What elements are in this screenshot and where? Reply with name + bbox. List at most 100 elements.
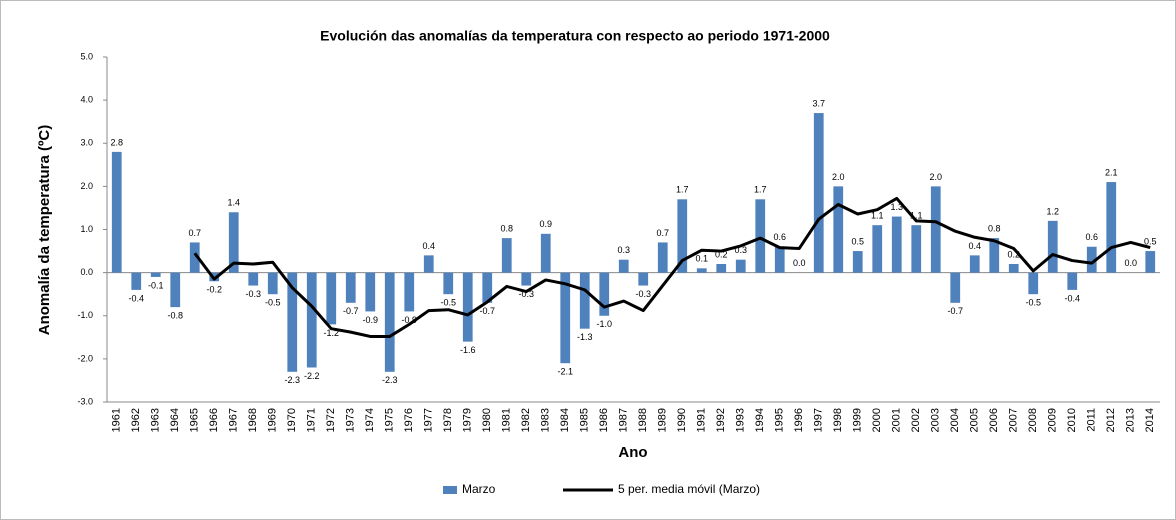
data-label: -2.1 (557, 367, 573, 377)
x-tick-label: 1984 (559, 408, 571, 432)
x-tick-label: 1996 (793, 408, 805, 432)
x-tick-label: 1962 (130, 408, 142, 432)
bar (755, 199, 766, 273)
y-tick-label: 5.0 (80, 51, 93, 61)
x-tick-label: 1974 (364, 408, 376, 432)
bar (501, 238, 512, 273)
x-tick-label: 2006 (988, 408, 1000, 432)
bar (1145, 251, 1156, 273)
data-label: -0.9 (401, 315, 417, 325)
data-label: 1.7 (754, 185, 767, 195)
x-tick-label: 1997 (813, 408, 825, 432)
x-tick-label: 2002 (910, 408, 922, 432)
bar (404, 272, 415, 312)
x-tick-label: 1999 (852, 408, 864, 432)
legend-swatch (443, 486, 457, 494)
bar (969, 255, 980, 273)
x-tick-label: 1994 (754, 408, 766, 432)
data-label: -0.5 (440, 298, 456, 308)
bar (1028, 272, 1039, 295)
x-tick-label: 1978 (442, 408, 454, 432)
x-tick-label: 2003 (930, 408, 942, 432)
bar (521, 272, 532, 286)
data-label: 0.2 (715, 249, 728, 259)
x-tick-label: 1995 (774, 408, 786, 432)
bar (443, 272, 454, 295)
data-label: 0.6 (773, 232, 786, 242)
x-tick-label: 2010 (1066, 408, 1078, 432)
data-label: 0.0 (793, 258, 806, 268)
bar (677, 199, 688, 273)
bar (365, 272, 376, 312)
data-label: -0.3 (245, 289, 261, 299)
x-tick-label: 2005 (969, 408, 981, 432)
data-label: 2.0 (929, 172, 942, 182)
data-label: 1.1 (871, 211, 884, 221)
data-label: 1.7 (676, 185, 689, 195)
x-axis-title: Ano (618, 444, 647, 461)
x-tick-label: 2007 (1008, 408, 1020, 432)
x-tick-label: 1971 (306, 408, 318, 432)
x-tick-label: 1985 (579, 408, 591, 432)
data-label: -0.7 (343, 306, 359, 316)
bar (911, 225, 922, 273)
data-label: 1.1 (910, 211, 923, 221)
data-label: -0.4 (1064, 293, 1080, 303)
bar (891, 216, 902, 273)
y-tick-label: 4.0 (80, 95, 93, 105)
bar (326, 272, 337, 325)
bar (189, 242, 200, 273)
data-label: 0.4 (968, 241, 981, 251)
data-label: -0.4 (128, 293, 144, 303)
bar (930, 186, 941, 273)
x-tick-label: 1963 (150, 408, 162, 432)
bar (950, 272, 961, 303)
data-label: 0.0 (1124, 258, 1137, 268)
x-tick-label: 1981 (501, 408, 513, 432)
bar (287, 272, 298, 372)
data-label: 0.5 (1144, 236, 1157, 246)
bar (599, 272, 610, 316)
bar (150, 272, 161, 277)
x-tick-label: 1975 (384, 408, 396, 432)
x-tick-label: 2012 (1105, 408, 1117, 432)
x-tick-label: 1965 (189, 408, 201, 432)
data-label: 0.3 (617, 245, 630, 255)
bar (423, 255, 434, 273)
x-tick-label: 1980 (481, 408, 493, 432)
data-label: 3.7 (812, 98, 825, 108)
bar (1086, 246, 1097, 273)
x-tick-label: 2009 (1047, 408, 1059, 432)
y-tick-label: -1.0 (77, 310, 93, 320)
bar (872, 225, 883, 273)
x-tick-label: 2014 (1144, 408, 1156, 432)
x-tick-label: 2004 (949, 408, 961, 432)
bar (989, 238, 1000, 273)
data-label: 0.9 (539, 219, 552, 229)
data-label: 0.8 (500, 224, 513, 234)
chart-title: Evolución das anomalías da temperatura c… (320, 28, 830, 44)
y-tick-label: -3.0 (77, 396, 93, 406)
data-label: 0.8 (988, 224, 1001, 234)
bar (774, 246, 785, 273)
x-tick-label: 1976 (403, 408, 415, 432)
bar (228, 212, 239, 273)
x-tick-label: 1977 (423, 408, 435, 432)
bar (852, 251, 863, 273)
x-tick-label: 1961 (111, 408, 123, 432)
x-tick-label: 1972 (325, 408, 337, 432)
data-label: 0.5 (851, 236, 864, 246)
bar (267, 272, 278, 295)
bar (696, 268, 707, 273)
data-label: -1.6 (460, 345, 476, 355)
x-tick-label: 1973 (345, 408, 357, 432)
bar (248, 272, 259, 286)
bar (384, 272, 395, 372)
data-label: -0.3 (635, 289, 651, 299)
x-tick-label: 1986 (598, 408, 610, 432)
x-tick-label: 1982 (520, 408, 532, 432)
x-tick-label: 1998 (832, 408, 844, 432)
x-tick-label: 1993 (735, 408, 747, 432)
